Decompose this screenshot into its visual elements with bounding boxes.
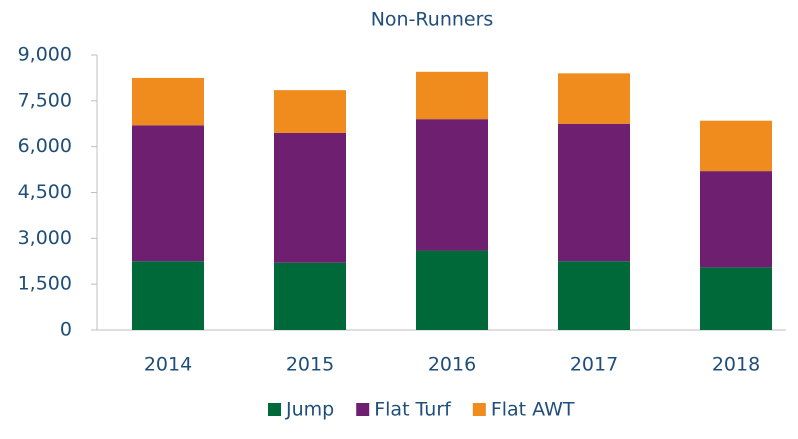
bar-segment: [558, 261, 630, 330]
bar-segment: [700, 120, 772, 172]
y-tick-label: 7,500: [18, 89, 72, 111]
bar-segment: [132, 77, 204, 126]
legend-label: Jump: [285, 399, 334, 421]
x-tick-label: 2018: [712, 354, 760, 376]
y-tick-label: 9,000: [18, 44, 72, 66]
bar-segment: [700, 171, 772, 268]
legend-swatch: [268, 403, 281, 416]
bar-segment: [416, 250, 488, 330]
bar-segment: [274, 262, 346, 330]
bar-segment: [274, 90, 346, 133]
legend-label: Flat AWT: [491, 399, 575, 421]
bar-segment: [132, 261, 204, 330]
x-tick-label: 2017: [570, 354, 618, 376]
bar-segment: [132, 125, 204, 262]
y-tick-label: 3,000: [18, 227, 72, 249]
bar-segment: [700, 267, 772, 330]
legend-swatch: [356, 403, 370, 416]
x-tick-label: 2014: [144, 354, 192, 376]
x-tick-label: 2015: [286, 354, 334, 376]
bar-segment: [274, 132, 346, 263]
chart-title: Non-Runners: [371, 9, 494, 31]
bar-segment: [416, 119, 488, 251]
legend-label: Flat Turf: [374, 399, 452, 421]
x-tick-label: 2016: [428, 354, 476, 376]
bar-segment: [558, 123, 630, 262]
legend-swatch: [472, 403, 486, 416]
y-tick-label: 6,000: [18, 135, 72, 157]
y-tick-label: 1,500: [18, 273, 72, 295]
bar-segment: [416, 71, 488, 120]
y-tick-label: 4,500: [18, 181, 72, 203]
y-tick-label: 0: [60, 319, 72, 341]
bar-segment: [558, 73, 630, 124]
